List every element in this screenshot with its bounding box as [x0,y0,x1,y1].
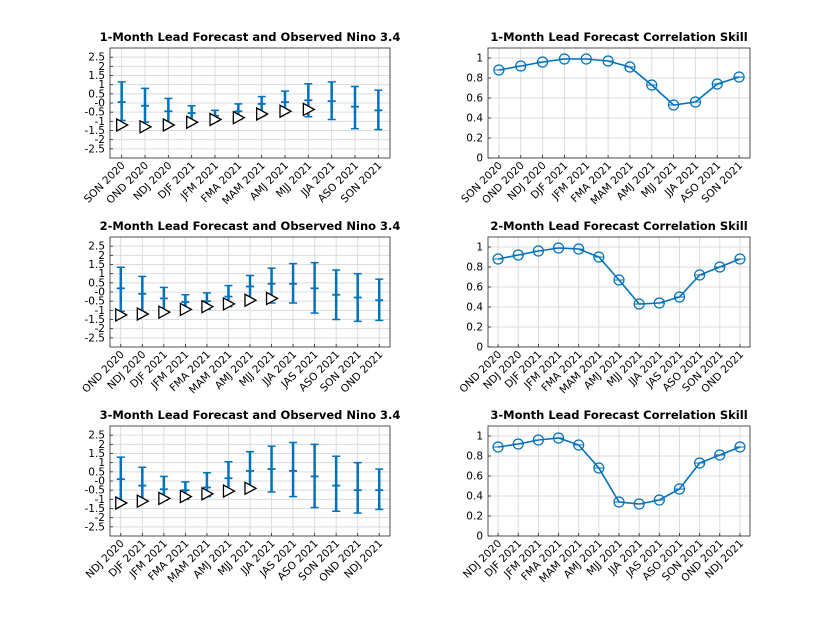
y-tick-label: 0.8 [466,262,483,274]
y-tick-label: 0.4 [466,113,483,125]
y-tick-label: 2 [98,61,105,73]
y-tick-label: 0.2 [466,322,483,334]
y-tick-label: 0 [476,531,483,543]
y-tick-label: 1.5 [88,448,105,460]
y-tick-label: 1 [476,53,483,65]
observed-triangle [116,117,130,133]
y-tick-label: 2.5 [88,52,105,64]
y-tick-label: -1.5 [85,125,106,137]
y-tick-label: 2 [98,250,105,262]
chart-title: 3-Month Lead Forecast and Observed Nino … [100,408,401,422]
observed-triangle [179,489,193,504]
y-tick-label: 1 [476,431,483,443]
y-tick-label: -2 [95,134,105,146]
observed-triangle [222,483,236,499]
y-tick-label: 1.5 [88,259,105,271]
grid-lines [110,48,390,158]
y-tick-label: 0.8 [466,451,483,463]
y-tick-label: -0.5 [85,485,106,497]
y-tick-label: 1 [476,242,483,254]
observed-triangle [244,293,258,308]
y-tick-label: 2.5 [88,430,105,442]
y-tick-label: -1 [95,494,105,506]
observed-triangle [179,302,193,317]
observed-triangle [279,104,293,119]
y-tick-label: 0.5 [88,88,105,100]
y-tick-label: 2.5 [88,241,105,253]
y-tick-label: -0 [95,476,105,488]
axes-box [487,47,751,159]
observed-markers [115,291,279,323]
chart-title: 2-Month Lead Forecast Correlation Skill [490,219,747,233]
observed-triangle [162,117,176,133]
observed-triangle [232,110,246,125]
chart-title: 1-Month Lead Forecast and Observed Nino … [100,30,401,44]
y-tick-label: -1.5 [85,503,106,515]
forecast-errorbars [116,441,384,514]
observed-markers [115,481,258,511]
y-tick-label: -0 [95,98,105,110]
y-tick-label: 1 [98,79,105,91]
grid-lines [488,237,750,348]
y-tick-label: 0 [476,153,483,165]
y-tick-label: 0.8 [466,73,483,85]
observed-triangle [136,494,150,509]
y-tick-label: 0.5 [88,277,105,289]
observed-triangle [209,112,223,127]
y-tick-label: 0 [476,342,483,354]
y-tick-label: -2.5 [85,332,106,344]
observed-markers [116,102,316,134]
y-tick-label: -0.5 [85,107,106,119]
y-tick-label: -2.5 [85,143,106,155]
y-tick-label: -2 [95,323,105,335]
observed-triangle [201,299,215,314]
y-tick-label: -0.5 [85,296,106,308]
y-tick-label: 1 [98,268,105,280]
observed-triangle [139,119,153,134]
y-tick-label: -1 [95,116,105,128]
y-tick-label: -1 [95,305,105,317]
y-tick-label: -2.5 [85,521,106,533]
chart-panel-6: 3-Month Lead Forecast Correlation Skill 0… [461,408,751,585]
y-tick-label: 0.6 [466,93,483,105]
observed-triangle [244,481,258,496]
y-tick-label: 0.4 [466,302,483,314]
forecast-errorbars [116,261,384,323]
y-tick-label: 0.2 [466,133,483,145]
chart-title: 2-Month Lead Forecast and Observed Nino … [100,219,401,233]
y-tick-label: 2 [98,439,105,451]
observed-triangle [201,486,215,501]
y-tick-label: 0.6 [466,282,483,294]
y-tick-label: -1.5 [85,314,106,326]
observed-triangle [158,491,172,506]
y-tick-label: 1.5 [88,70,105,82]
observed-triangle [222,296,236,312]
y-tick-label: 0.2 [466,511,483,523]
chart-panel-1: 1-Month Lead Forecast and Observed Nino … [82,30,401,207]
y-tick-label: 0.4 [466,491,483,503]
y-tick-label: 0.6 [466,471,483,483]
observed-triangle [136,306,150,322]
observed-triangle [186,115,200,130]
chart-panel-4: 2-Month Lead Forecast Correlation Skill 0… [457,219,751,396]
observed-triangle [115,495,129,511]
y-tick-label: -2 [95,512,105,524]
y-tick-label: 0.5 [88,466,105,478]
chart-title: 1-Month Lead Forecast Correlation Skill [490,30,747,44]
observed-triangle [256,106,270,122]
observed-triangle [115,307,129,323]
y-tick-label: 1 [98,457,105,469]
y-tick-label: -0 [95,287,105,299]
chart-title: 3-Month Lead Forecast Correlation Skill [490,408,747,422]
observed-triangle [265,291,279,306]
observed-triangle [158,305,172,320]
observed-triangle [302,102,316,117]
